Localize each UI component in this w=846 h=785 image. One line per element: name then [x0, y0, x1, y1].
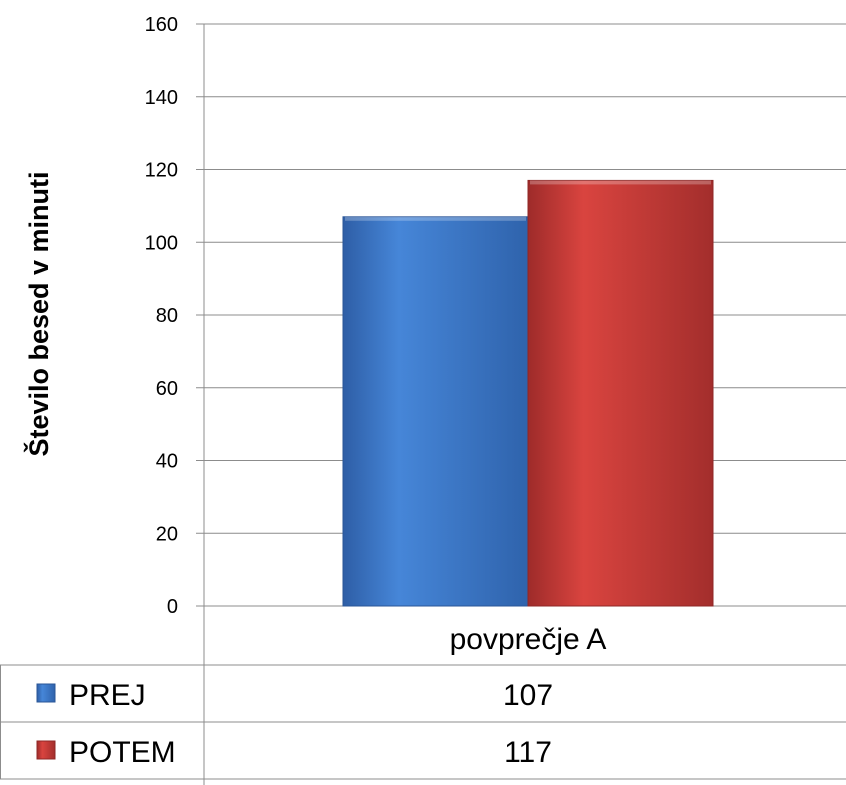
y-tick-label: 160 [145, 14, 178, 36]
bar-highlight [345, 216, 526, 221]
y-tick-label: 20 [156, 523, 178, 545]
y-tick-label: 40 [156, 451, 178, 473]
y-tick-label: 140 [145, 87, 178, 109]
table-series-name: PREJ [69, 679, 146, 712]
bar-highlight [530, 180, 711, 185]
table-series-name: POTEM [69, 736, 176, 769]
y-tick-label: 100 [145, 232, 178, 254]
bar-potem [527, 179, 714, 607]
table-value-potem: 117 [504, 736, 552, 769]
category-label: povprečje A [450, 623, 607, 656]
y-axis-ticks: 0 20 40 60 80 100 120 140 160 [145, 14, 204, 618]
bars [342, 179, 714, 607]
y-tick-label: 120 [145, 160, 178, 182]
legend-key-potem [36, 740, 56, 760]
table-value-prej: 107 [503, 679, 553, 712]
y-tick-label: 80 [156, 305, 178, 327]
y-tick-label: 60 [156, 378, 178, 400]
y-tick-label: 0 [167, 596, 178, 618]
legend-key-prej [36, 683, 56, 703]
data-table: PREJ 107 POTEM 117 [0, 664, 846, 780]
y-axis-title: Število besed v minuti [23, 171, 54, 456]
bar-prej [342, 216, 529, 607]
